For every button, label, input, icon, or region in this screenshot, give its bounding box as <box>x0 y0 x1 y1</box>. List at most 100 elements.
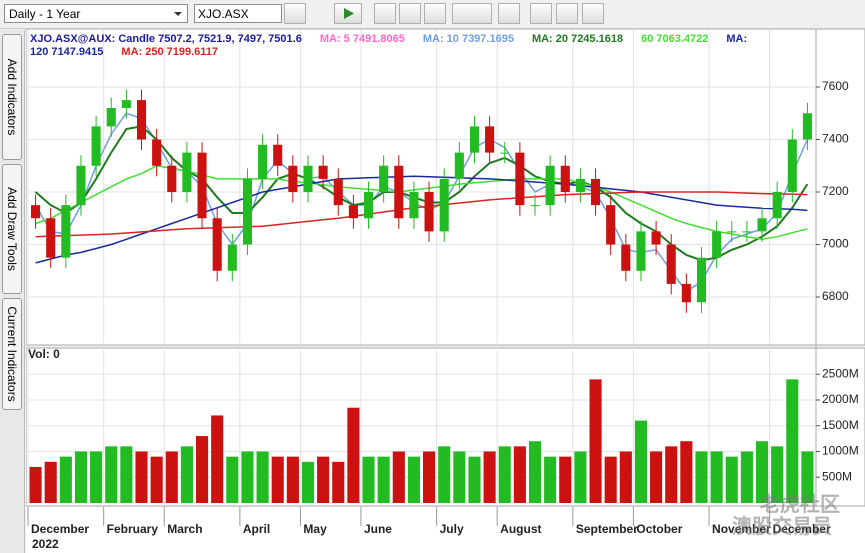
candle-body <box>409 192 419 219</box>
candle-body <box>61 205 71 258</box>
volume-bar <box>392 451 405 503</box>
candle <box>167 155 177 203</box>
side-tab[interactable]: Add Indicators <box>2 34 22 160</box>
side-tab-label: Current Indicators <box>5 306 19 402</box>
candle-body <box>560 165 570 193</box>
volume-bar <box>559 456 572 503</box>
candle <box>681 273 691 313</box>
candle-body <box>212 218 222 271</box>
candle <box>696 247 707 313</box>
symbol-input[interactable]: XJO.ASX <box>194 4 282 23</box>
candle-body <box>303 165 313 193</box>
volume-bar <box>120 446 133 503</box>
candle <box>485 115 495 164</box>
period-select[interactable]: Daily - 1 Year <box>4 4 188 23</box>
y-tick-label: 7000 <box>822 237 849 251</box>
candle-body <box>666 244 676 284</box>
side-tab[interactable]: Current Indicators <box>2 298 22 410</box>
candle-body <box>500 152 510 154</box>
candle <box>227 234 237 282</box>
side-tab-label: Add Indicators <box>5 58 19 136</box>
zoom-in-button[interactable] <box>556 3 578 24</box>
candle <box>152 128 162 177</box>
x-tick-label: April <box>243 522 270 536</box>
volume-bar <box>150 456 163 503</box>
candle <box>515 142 525 216</box>
y-tick-label: 6800 <box>822 289 849 303</box>
x-tick-label: July <box>440 522 464 536</box>
y-tick-label: 7600 <box>822 79 849 93</box>
candle <box>303 155 313 203</box>
candle <box>787 128 797 203</box>
play-button[interactable] <box>334 3 362 24</box>
candle-body <box>76 165 86 206</box>
volume-bar <box>680 441 693 503</box>
volume-bar <box>165 451 178 503</box>
zoom-out-button[interactable] <box>530 3 552 24</box>
legend-entry: MA: 10 7397.1695 <box>422 33 514 45</box>
candle <box>636 220 646 282</box>
year-label: 2022 <box>32 537 59 551</box>
toolbar: Daily - 1 Year XJO.ASX <box>0 0 865 29</box>
volume-bar <box>801 451 814 503</box>
volume-bar <box>423 451 436 503</box>
candle <box>31 194 41 229</box>
watermark: 老虎社区 <box>760 494 840 516</box>
candle-body <box>636 231 646 271</box>
candle-body <box>712 231 722 258</box>
ma-line <box>35 175 808 264</box>
candle <box>712 220 722 269</box>
volume-bar <box>90 451 103 503</box>
candle-body <box>772 192 782 219</box>
search-button[interactable] <box>284 3 306 24</box>
candle <box>727 220 737 242</box>
fit-button[interactable] <box>582 3 604 24</box>
tool-button[interactable] <box>498 3 520 24</box>
candle-body <box>348 205 358 219</box>
volume-bar <box>498 446 511 503</box>
volume-bar <box>725 456 738 503</box>
y-tick-label: 2500M <box>822 366 859 380</box>
candle-body <box>136 100 147 140</box>
candle <box>530 194 540 216</box>
candle-body <box>439 178 449 232</box>
y-tick-label: 7400 <box>822 132 849 146</box>
tool-button[interactable] <box>399 3 421 24</box>
candle-body <box>152 139 162 166</box>
save-button[interactable] <box>424 3 446 24</box>
candle <box>182 142 192 203</box>
candle <box>560 155 570 203</box>
volume-bar <box>604 456 617 503</box>
tool-button[interactable] <box>374 3 396 24</box>
volume-bar <box>29 466 42 503</box>
candle-body <box>197 152 207 219</box>
candle-body <box>696 257 707 303</box>
volume-bar <box>771 446 784 503</box>
open-button[interactable] <box>452 3 492 24</box>
candle-body <box>545 165 555 206</box>
candle-body <box>606 205 616 245</box>
volume-bar <box>317 456 330 503</box>
candle <box>545 155 555 216</box>
candle-body <box>757 218 767 232</box>
volume-bar <box>589 379 602 503</box>
candle-body <box>515 152 525 206</box>
legend-entry: MA: 120 7147.9415 <box>30 33 748 58</box>
volume-bar <box>665 446 678 503</box>
candle-body <box>242 178 252 245</box>
volume-bar <box>241 451 254 503</box>
volume-bar <box>362 456 375 503</box>
volume-bar <box>619 451 632 503</box>
volume-bar <box>755 441 769 503</box>
candle <box>258 134 268 190</box>
candle <box>333 168 343 216</box>
candle <box>666 234 676 295</box>
volume-bar <box>226 456 239 503</box>
candle <box>273 134 283 177</box>
candle <box>288 155 298 203</box>
side-tab[interactable]: Add Draw Tools <box>2 164 22 294</box>
candle <box>136 89 147 151</box>
candle <box>197 142 207 229</box>
volume-bar <box>513 446 526 503</box>
candle-body <box>424 192 434 232</box>
